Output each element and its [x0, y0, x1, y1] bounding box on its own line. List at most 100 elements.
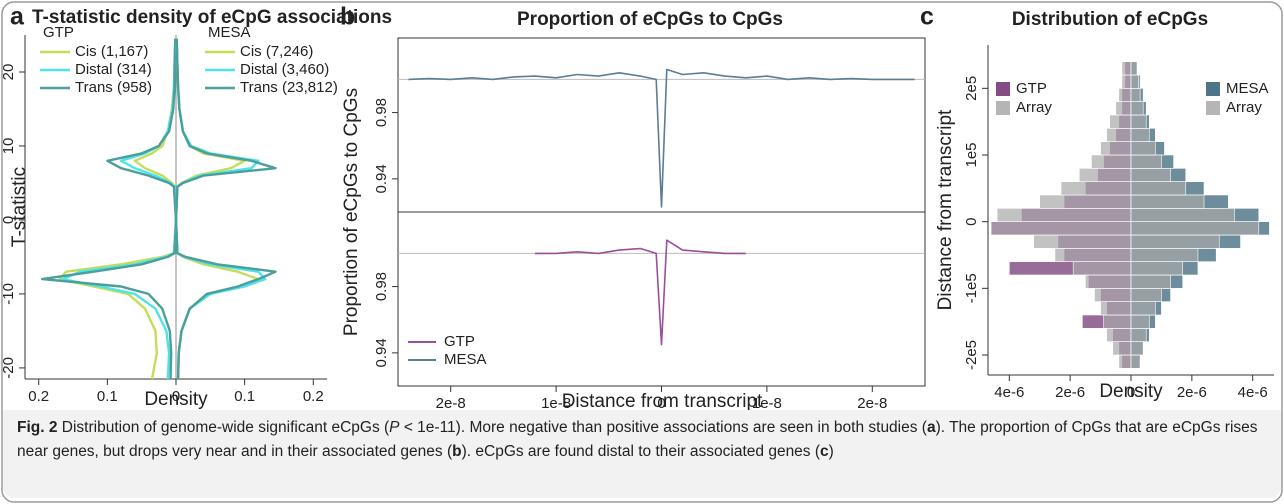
legend-label: Cis (7,246) [240, 43, 313, 60]
bar [1072, 261, 1132, 276]
caption-text: b [452, 443, 462, 460]
x-tick-label: 1e-8 [541, 395, 571, 412]
x-tick-label: 0.2 [303, 388, 324, 405]
panel-label: c [920, 3, 934, 31]
legend-label: Trans (23,812) [240, 79, 338, 96]
bar [1130, 234, 1220, 249]
y-axis-label: T-statistic [9, 167, 30, 247]
bar [1130, 301, 1156, 316]
y-tick-label: 0.94 [373, 338, 390, 367]
bar [1091, 154, 1132, 169]
chart-title: T-statistic density of eCpG associations [32, 7, 392, 28]
y-tick-label: 2e5 [963, 76, 980, 101]
y-axis-label: Distance from transcript [935, 109, 956, 310]
legend-label: MESA [1226, 80, 1269, 97]
x-tick-label: 4e-6 [994, 384, 1024, 401]
y-tick-label: 0.98 [373, 272, 390, 301]
bar [1085, 274, 1132, 289]
bar [990, 221, 1132, 236]
legend-swatch [1206, 101, 1220, 115]
y-tick-label: 20 [0, 64, 17, 81]
legend-label: Cis (1,167) [75, 43, 148, 60]
bar [1130, 221, 1260, 236]
y-tick-label: 0.94 [373, 164, 390, 193]
bar [1130, 354, 1141, 369]
legend-label: GTP [1016, 80, 1047, 97]
line [41, 38, 178, 380]
caption-text: Fig. 2 [17, 419, 58, 436]
bar [1106, 328, 1132, 342]
x-tick-label: 1e-8 [752, 395, 782, 412]
y-tick-label: -1e5 [963, 273, 980, 303]
legend-label: GTP [444, 333, 475, 350]
bar [1060, 181, 1132, 196]
line [535, 239, 746, 346]
y-tick-label: -10 [0, 283, 17, 305]
x-tick-label: 0.2 [28, 388, 49, 405]
y-axis-label: Proportion of eCpGs to CpGs [341, 88, 362, 336]
legend-label: MESA [444, 351, 487, 368]
panel-label: a [10, 3, 25, 31]
caption-text: Distribution of genome-wide significant … [57, 419, 390, 436]
x-axis-label: Density [144, 389, 208, 410]
bar [1130, 101, 1144, 116]
panel-label: b [340, 3, 355, 31]
caption-text: < 1e-11). More negative than positive as… [399, 419, 927, 436]
x-tick-label: 2e-8 [857, 395, 887, 412]
bar [1130, 341, 1144, 356]
bar [1130, 194, 1205, 209]
bar [1112, 341, 1132, 356]
bar [1033, 234, 1132, 249]
bar [1094, 288, 1132, 302]
bar [1130, 74, 1139, 89]
line [408, 68, 915, 208]
bar [1130, 261, 1184, 276]
x-tick-label: 2e-6 [1177, 384, 1207, 401]
bar [1121, 74, 1132, 89]
bar [1130, 154, 1162, 169]
bar [1130, 61, 1138, 76]
caption-text: ). The proportion of CpGs that are eCpGs… [17, 419, 1258, 460]
x-tick-label: 0.1 [97, 388, 118, 405]
bar [1118, 354, 1132, 369]
x-tick-label: 0.1 [234, 388, 255, 405]
bar [1130, 114, 1147, 129]
bar [1103, 314, 1132, 329]
bar [1121, 61, 1132, 76]
bar [1115, 101, 1132, 116]
bar [996, 208, 1132, 222]
bar [1106, 128, 1132, 142]
legend-label: Array [1226, 99, 1262, 116]
x-axis-label: Distance from transcript [562, 391, 763, 412]
x-tick-label: 0 [657, 395, 665, 412]
legend-label: Distal (3,460) [240, 61, 329, 78]
legend-swatch [996, 82, 1010, 96]
x-tick-label: 2e-8 [436, 395, 466, 412]
y-tick-label: 0 [963, 217, 980, 225]
caption-text: c [820, 443, 829, 460]
line [174, 38, 277, 380]
y-tick-label: -20 [0, 357, 17, 379]
y-tick-label: -2e5 [963, 340, 980, 370]
legend-label: Trans (958) [75, 79, 152, 96]
legend-title: GTP [43, 24, 74, 41]
bar [1130, 128, 1150, 142]
bar [1109, 114, 1132, 129]
bar [1100, 141, 1132, 156]
bar [1130, 141, 1156, 156]
x-tick-label: 0 [172, 388, 180, 405]
legend-label: Distal (314) [75, 61, 152, 78]
y-tick-label: 0 [0, 216, 17, 224]
x-tick-label: 4e-6 [1238, 384, 1268, 401]
bar [1130, 208, 1235, 222]
bar [1130, 88, 1141, 102]
chart-title: Proportion of eCpGs to CpGs [517, 9, 783, 30]
bar [1130, 168, 1171, 182]
bar [1130, 328, 1147, 342]
caption-text: ) [828, 443, 834, 460]
legend-swatch [996, 101, 1010, 115]
bar [1054, 248, 1132, 262]
legend-title: MESA [208, 24, 251, 41]
legend-label: Array [1016, 99, 1052, 116]
